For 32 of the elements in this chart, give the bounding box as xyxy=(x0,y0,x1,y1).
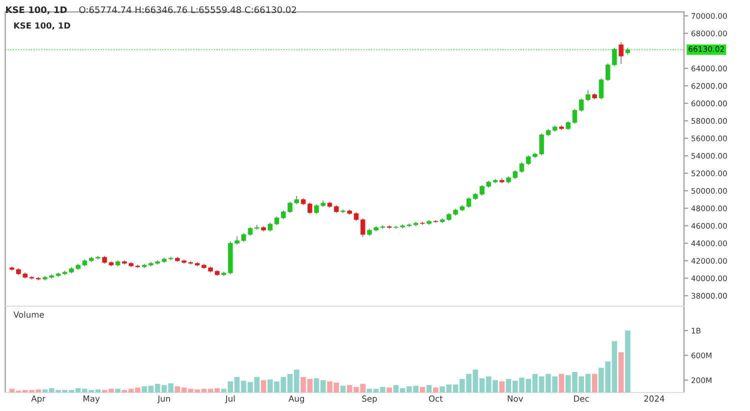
x-tick-label: Aug xyxy=(288,396,304,404)
x-tick-label: Apr xyxy=(31,396,46,404)
bar xyxy=(260,380,266,393)
chart-title: KSE 100, 1D xyxy=(6,6,67,14)
bar xyxy=(420,386,426,393)
chart-title: Volume xyxy=(13,311,44,318)
bar xyxy=(340,386,346,393)
bar xyxy=(618,352,624,393)
candlestick xyxy=(519,162,524,174)
candlestick xyxy=(572,108,578,124)
candlestick xyxy=(308,202,312,214)
x-tick-label: Dec xyxy=(574,396,589,402)
x-tick-label: May xyxy=(84,396,100,404)
annotation: O:65774.74 H:66346.76 L:65559.48 C:66130.02 xyxy=(79,6,296,14)
x-tick-label: Sep xyxy=(362,395,377,404)
x-tick-label: Jun xyxy=(157,396,170,404)
bar xyxy=(592,374,598,393)
x-tick-label: 2024 xyxy=(644,395,664,402)
candlestick xyxy=(598,78,604,100)
bar xyxy=(115,388,120,393)
bar xyxy=(426,385,432,393)
bar xyxy=(386,388,392,393)
x-tick-label: Jul xyxy=(224,395,235,404)
bar xyxy=(558,374,564,393)
bar xyxy=(625,330,630,393)
text: KSE 100, 1D xyxy=(14,22,70,30)
x-tick-label: Oct xyxy=(428,395,443,402)
x-tick-label: Nov xyxy=(508,396,524,402)
bar xyxy=(499,381,505,393)
candlestick xyxy=(360,218,366,238)
bar xyxy=(433,388,438,393)
candlestick xyxy=(618,42,624,64)
